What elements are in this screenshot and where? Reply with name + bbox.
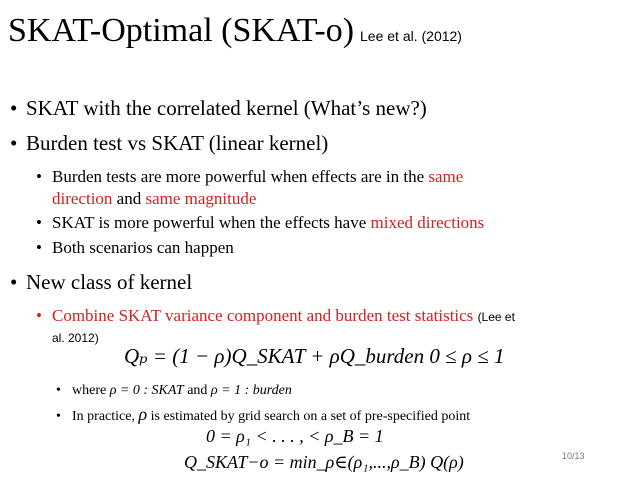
slide-title: SKAT-Optimal (SKAT-o) Lee et al. (2012) [8,10,462,53]
practice-line: • In practice, ρ is estimated by grid sea… [56,405,470,426]
highlight-direction: direction [52,189,113,208]
bullet-dot-icon: • [10,270,18,294]
practice-text: In practice, [72,409,135,424]
bullet-3: • New class of kernel [10,270,192,294]
bullet-3-text: New class of kernel [26,270,193,294]
bullet-2: • Burden test vs SKAT (linear kernel) [10,131,328,155]
where-line: • where ρ = 0 : SKAT and ρ = 1 : burden [56,382,292,400]
sub-text: SKAT is more powerful when the effects h… [52,213,371,232]
bullet-dot-icon: • [36,238,42,257]
bullet-2-sub-1-cont: direction and same magnitude [52,188,256,210]
bullet-dot-icon: • [36,306,42,325]
where-burden: ρ = 1 : burden [210,383,292,398]
equation-grid: 0 = ρ₁ < . . . , < ρ_B = 1 [206,426,384,446]
sub-text: Burden tests are more powerful when effe… [52,167,429,186]
equation-min: Q_SKAT−o = min_ρ∈(ρ₁,...,ρ_B) Q(ρ) [184,452,464,472]
bullet-1: • SKAT with the correlated kernel (What’s… [10,96,427,120]
bullet-2-sub-2: • SKAT is more powerful when the effects … [36,212,484,234]
bullet-3-sub-1: • Combine SKAT variance component and bur… [36,305,515,328]
bullet-dot-icon: • [56,383,61,398]
bullet-dot-icon: • [56,409,61,424]
equation-qp: Qₚ = (1 − ρ)Q_SKAT + ρQ_burden 0 ≤ ρ ≤ 1 [124,344,505,368]
bullet-dot-icon: • [10,96,18,120]
sub-text: and [112,189,146,208]
bullet-1-text: SKAT with the correlated kernel (What’s … [26,96,427,120]
bullet-2-sub-3: • Both scenarios can happen [36,237,234,259]
highlight-mixed: mixed directions [370,213,485,232]
page-number: 10/13 [562,451,585,461]
title-citation: Lee et al. (2012) [360,28,462,44]
bullet-2-text: Burden test vs SKAT (linear kernel) [26,131,329,155]
highlight-same: same [428,167,464,186]
where-and: and [187,383,208,398]
bullet-dot-icon: • [36,213,42,232]
bullet-dot-icon: • [36,167,42,186]
rho-symbol: ρ [138,404,148,424]
sub-text: Both scenarios can happen [52,238,234,257]
bullet-2-sub-1: • Burden tests are more powerful when eff… [36,166,463,188]
sub-text-red: Combine SKAT variance component and burd… [52,306,474,325]
where-label: where [72,383,107,398]
title-text: SKAT-Optimal (SKAT-o) [8,12,355,49]
inline-citation-cont: al. 2012) [52,331,99,345]
bullet-dot-icon: • [10,131,18,155]
where-skat: ρ = 0 : SKAT [109,383,184,398]
highlight-magnitude: same magnitude [145,189,257,208]
practice-text-2: is estimated by grid search on a set of … [150,409,471,424]
inline-citation: (Lee et [477,310,515,324]
